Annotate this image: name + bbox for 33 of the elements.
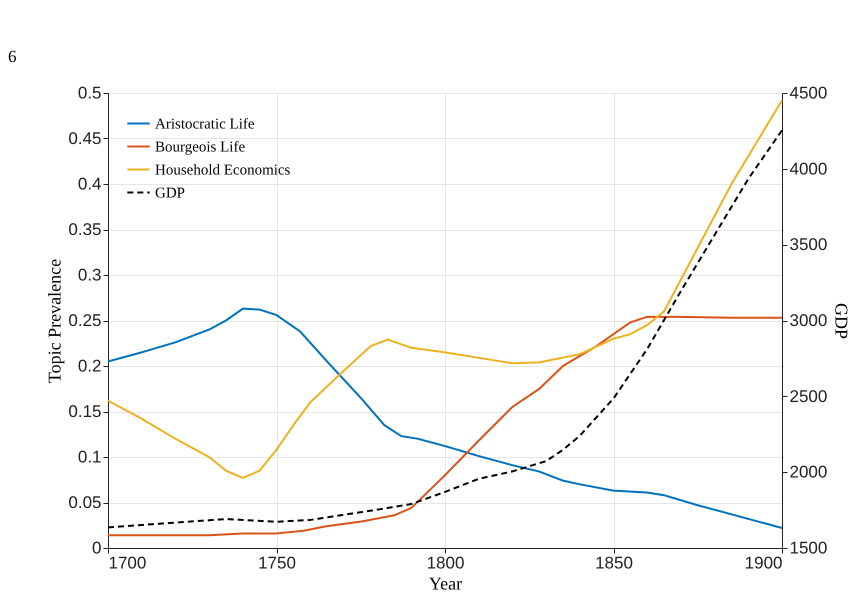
y-tick-label: 0.1 — [78, 448, 102, 466]
legend-label: Bourgeois Life — [155, 140, 246, 156]
y-tick-label: 0.25 — [68, 311, 102, 330]
y-tick-label: 0.05 — [68, 493, 102, 512]
y-tick-label: 0.15 — [68, 402, 102, 421]
y-tick-label: 0.35 — [68, 220, 102, 239]
x-tick-label: 1900 — [744, 554, 782, 572]
legend-label: Household Economics — [155, 162, 291, 178]
y-tick-label: 0.5 — [78, 84, 102, 102]
y2-axis-title: GDP — [831, 302, 852, 340]
x-tick-label: 1850 — [595, 554, 633, 572]
y-tick-label: 0.3 — [78, 266, 102, 284]
y2-tick-label: 3000 — [790, 311, 828, 330]
y2-tick-label: 4000 — [790, 159, 828, 178]
legend-label: GDP — [155, 186, 186, 202]
line-series — [107, 129, 783, 528]
y-tick-label: 0.45 — [68, 129, 102, 148]
y-tick-label: 0.2 — [78, 356, 102, 376]
x-tick-label: 1800 — [426, 554, 464, 572]
x-tick-label: 1750 — [258, 554, 296, 572]
x-tick-label: 1700 — [108, 554, 146, 572]
y-tick-label: 0.4 — [78, 174, 102, 194]
y2-tick-label: 2500 — [790, 386, 828, 406]
text: 6 — [8, 47, 16, 66]
legend-label: Aristocratic Life — [155, 116, 255, 132]
line-series — [107, 99, 783, 479]
y2-tick-label: 4500 — [790, 84, 828, 102]
x-axis-title: Year — [428, 574, 462, 594]
y2-tick-label: 2000 — [790, 462, 828, 482]
y2-tick-label: 3500 — [790, 235, 828, 254]
y-axis-title: Topic Prevalence — [44, 258, 64, 384]
y-tick-label: 0 — [92, 538, 102, 558]
y2-tick-label: 1500 — [790, 538, 828, 558]
